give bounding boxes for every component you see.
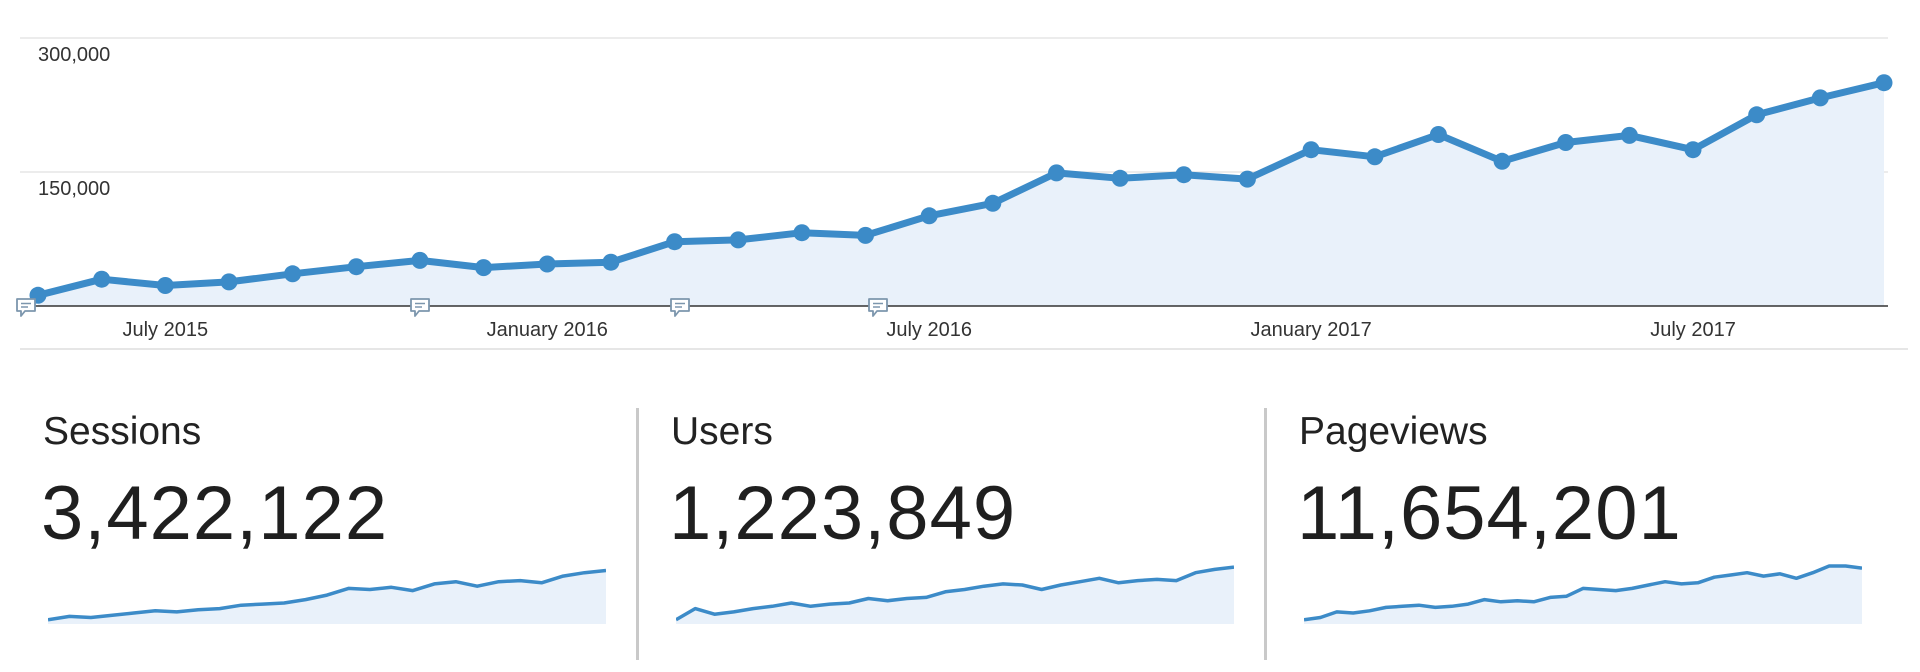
annotation-icon[interactable] [868,298,888,317]
area-fill [38,82,1884,306]
metric-card-pageviews[interactable]: Pageviews 11,654,201 [1256,400,1862,660]
data-point [1875,74,1893,92]
sparkline-area [48,570,606,624]
data-point [220,273,238,291]
metric-value: 1,223,849 [669,471,1017,556]
data-point [857,226,874,244]
sparkline-chart [48,568,606,624]
sparkline-chart [676,565,1234,624]
data-point [602,253,620,271]
metric-label: Pageviews [1299,410,1488,453]
data-point [1366,148,1384,166]
data-point [1111,169,1129,187]
annotation-icon[interactable] [16,298,36,317]
sparkline-area [676,567,1234,624]
data-point [156,277,174,294]
data-point [1493,152,1511,170]
data-point [538,255,556,273]
series-line [34,79,1888,299]
metric-value: 3,422,122 [41,471,389,556]
data-point [793,224,811,242]
data-point [1175,166,1193,184]
data-point [1684,141,1702,159]
annotation-icon[interactable] [410,298,430,317]
metric-value: 11,654,201 [1297,471,1682,556]
data-point [1429,126,1447,143]
metrics-summary: Sessions 3,422,122 Users 1,223,849 Pagev… [0,400,1920,672]
data-point [93,270,111,288]
metric-label: Sessions [43,410,202,453]
data-point [1238,170,1256,188]
data-point [1748,106,1766,124]
data-point [666,233,684,251]
data-point [475,259,493,277]
metric-card-sessions[interactable]: Sessions 3,422,122 [0,400,606,660]
data-point [729,231,747,249]
x-tick-label: July 2015 [122,319,208,341]
x-tick-label: January 2017 [1251,319,1372,341]
sparkline-chart [1304,564,1862,624]
x-tick-label: July 2017 [1650,319,1736,341]
metric-card-users[interactable]: Users 1,223,849 [628,400,1234,660]
data-point [1620,126,1638,144]
sparkline-area [1304,566,1862,624]
data-point [347,258,365,276]
sparkline-line [676,565,1234,622]
sparkline-line [48,568,606,622]
data-point [1557,134,1575,151]
metric-divider [1264,408,1267,660]
data-point [1302,141,1320,159]
sessions-over-time-chart: 300,000 150,000 July 2015 January 2016 July … [16,37,1908,350]
data-point [411,251,429,269]
y-tick-label: 150,000 [38,178,110,200]
data-point [1048,164,1065,182]
annotation-icon[interactable] [670,298,690,317]
y-tick-label: 300,000 [38,44,110,66]
x-tick-label: July 2016 [886,319,972,341]
x-tick-label: January 2016 [487,319,608,341]
data-point [920,207,938,225]
data-point [984,194,1002,212]
data-point [1811,89,1829,107]
metric-label: Users [671,410,773,453]
data-point [284,265,302,283]
metric-divider [636,408,639,660]
sparkline-line [1304,564,1862,622]
